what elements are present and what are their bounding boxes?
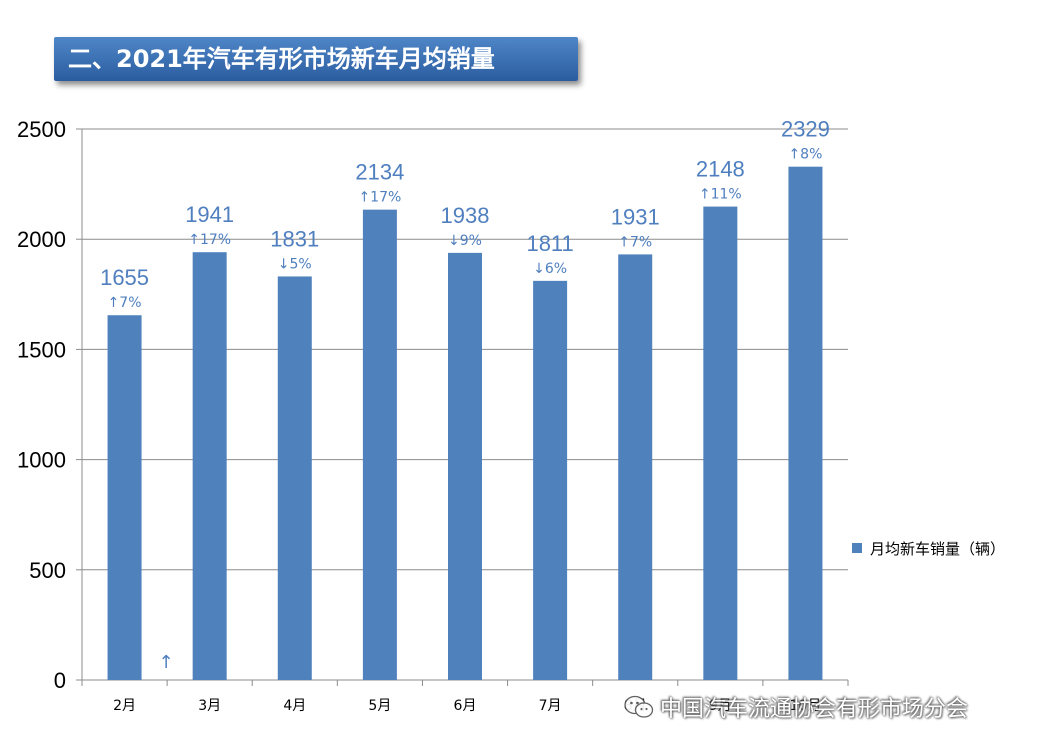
value-label: 1811: [526, 231, 573, 256]
change-label: ↑11%: [699, 187, 742, 203]
data-labels: 1655 ↑7% 1941 ↑17% 1831 ↓5% 2134 ↑17% 1938 ↓9% 181…: [100, 117, 830, 312]
bar-9: [703, 206, 738, 680]
bars: [107, 166, 823, 681]
title-banner: 二、2021年汽车有形市场新车月均销量: [54, 37, 578, 81]
y-tick-label: 500: [29, 558, 66, 583]
change-label: ↑17%: [188, 232, 231, 248]
y-tick-label: 0: [54, 668, 66, 693]
bar-2: [107, 315, 142, 680]
chart-title: 二、2021年汽车有形市场新车月均销量: [68, 45, 495, 73]
y-tick-label: 1500: [17, 337, 66, 362]
x-tick-label: 10月: [790, 698, 822, 714]
change-label: ↑17%: [358, 190, 401, 206]
bar-4: [277, 276, 312, 680]
x-tick-label: 9月: [709, 698, 732, 714]
watermark: 中国汽车流通协会有形市场分会: [624, 692, 968, 722]
watermark-text: 中国汽车流通协会有形市场分会: [660, 697, 969, 722]
value-label: 2329: [781, 117, 830, 142]
x-tick-label: 5月: [368, 698, 391, 714]
value-label: 1655: [100, 265, 149, 290]
change-label: ↑7%: [108, 295, 142, 311]
bar-6: [448, 252, 482, 680]
change-label: ↑8%: [788, 147, 822, 163]
legend-label: 月均新车销量（辆）: [870, 539, 1006, 558]
change-label: ↓9%: [448, 233, 482, 249]
value-label: 2148: [696, 157, 745, 182]
change-label: ↑7%: [618, 234, 652, 250]
y-tick-label: 2000: [17, 227, 66, 252]
value-label: 1831: [270, 226, 319, 251]
x-tick-label: 2月: [113, 698, 136, 714]
wechat-icon: [624, 695, 654, 718]
bar-8: [618, 254, 653, 680]
y-tick-label: 2500: [17, 117, 66, 142]
legend: 月均新车销量（辆）: [852, 538, 1005, 558]
x-tick-label: 3月: [198, 698, 221, 714]
bar-7: [533, 280, 568, 680]
bar-10: [788, 166, 823, 680]
bar-3: [192, 252, 227, 680]
change-label: ↓6%: [533, 261, 567, 277]
stray-arrow: ↑: [158, 652, 173, 673]
x-tick-label: 4月: [283, 698, 306, 714]
x-tick-label: 6月: [454, 698, 477, 714]
value-label: 1938: [441, 203, 490, 228]
change-label: ↓5%: [278, 256, 312, 272]
value-label: 2134: [355, 160, 404, 185]
value-label: 1941: [185, 202, 234, 227]
y-tick-label: 1000: [17, 448, 66, 473]
bar-5: [362, 209, 397, 681]
y-axis: 0 500 1000 1500 2000 2500: [17, 117, 83, 693]
x-tick-label: 7月: [539, 698, 562, 714]
legend-swatch: [852, 543, 862, 553]
value-label: 1931: [611, 204, 660, 229]
